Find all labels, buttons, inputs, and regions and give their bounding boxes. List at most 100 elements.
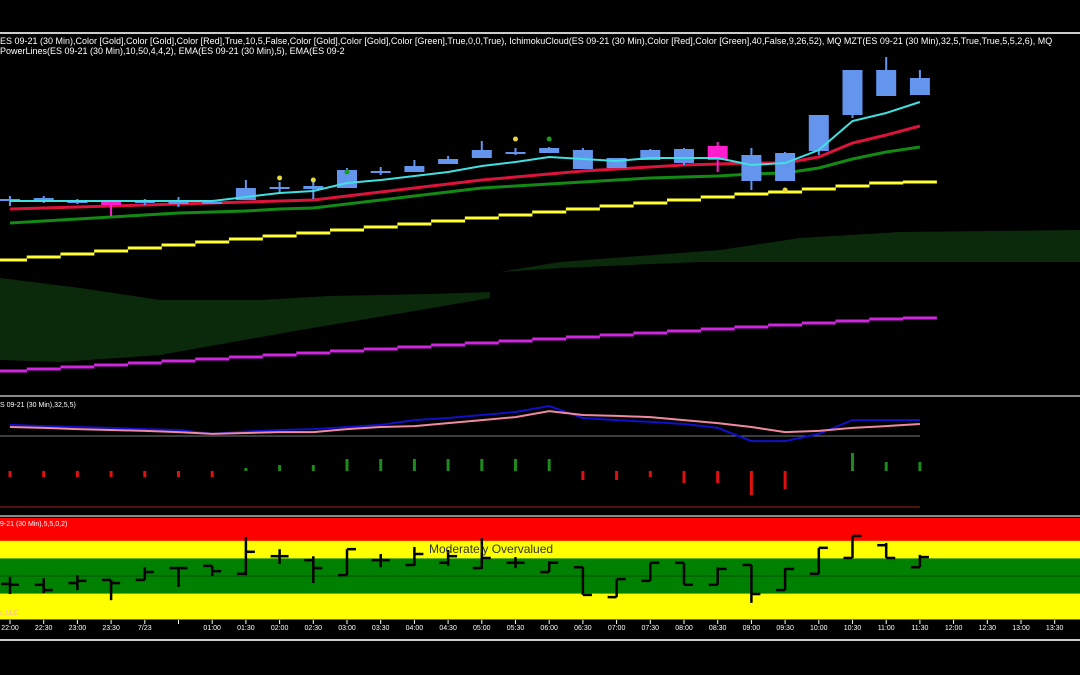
histogram-bar [716, 471, 720, 483]
candle-body [842, 70, 863, 115]
histogram-bar [514, 459, 517, 471]
x-tick-label: 09:30 [776, 625, 794, 632]
panel-divider [0, 639, 1080, 641]
candle-body [640, 150, 661, 160]
ema-fast-line [10, 101, 921, 202]
x-tick-label: 04:30 [439, 625, 457, 632]
histogram-bar [379, 459, 383, 471]
candle-body [775, 153, 796, 181]
x-tick-label: 01:30 [237, 625, 255, 632]
signal-dot [546, 136, 552, 142]
candle-body [505, 152, 526, 154]
oscillator-blue-line [9, 404, 920, 443]
histogram-bar [311, 465, 315, 471]
x-tick-label: 06:30 [574, 625, 592, 632]
histogram-bar [783, 471, 787, 489]
histogram-bar [177, 471, 180, 477]
x-tick-label: 09:00 [742, 625, 761, 632]
x-tick-label: 11:00 [877, 625, 895, 632]
panel-divider [0, 32, 1080, 34]
candle-body [471, 150, 492, 158]
candle-body [674, 149, 694, 163]
x-tick-label: 03:30 [371, 625, 390, 632]
histogram-bar [143, 471, 147, 477]
histogram-bar [615, 471, 619, 480]
histogram-bar [412, 459, 416, 471]
x-tick-label: 08:30 [708, 625, 727, 632]
x-tick-label: 13:30 [1045, 625, 1064, 632]
x-tick-label: 07:30 [641, 625, 660, 632]
histogram-bar [547, 459, 551, 471]
x-tick-label: 10:30 [843, 625, 862, 632]
candle-body [269, 187, 290, 189]
histogram-bar [851, 453, 854, 471]
candle-body [909, 78, 930, 95]
signal-dot [344, 169, 350, 175]
candle-body [303, 186, 324, 189]
panel-divider [0, 515, 1080, 517]
histogram-bar [884, 462, 888, 471]
ichimoku-cloud [500, 230, 1080, 272]
candle-body [808, 115, 829, 151]
x-tick-label: 23:00 [68, 625, 87, 632]
x-tick-label: 7/23 [137, 625, 152, 632]
candle-body [707, 146, 728, 160]
x-tick-label: 10:00 [810, 625, 828, 632]
x-tick-label: 03:00 [338, 625, 356, 632]
x-tick-label: 05:30 [506, 625, 525, 632]
candle-body [101, 202, 122, 205]
histogram-bar [210, 471, 214, 477]
x-tick-label: 07:00 [607, 625, 626, 632]
histogram-bar [278, 465, 282, 471]
histogram-bar [581, 471, 585, 480]
candle-body [202, 202, 223, 204]
candle-body [876, 70, 897, 96]
histogram-bar [109, 471, 113, 477]
signal-dot [277, 175, 283, 181]
value-chart-label: 9-21 (30 Min),5,5,0,2) [0, 521, 68, 528]
candle-body [539, 148, 560, 153]
histogram-bar [42, 471, 46, 477]
histogram-bar [749, 471, 753, 495]
histogram-bar [244, 468, 248, 471]
ichimoku-cloud [0, 278, 490, 362]
x-tick-label: 02:00 [270, 625, 289, 632]
x-tick-label: 01:00 [203, 625, 221, 632]
x-tick-label: 12:30 [978, 625, 997, 632]
histogram-bar [446, 459, 450, 471]
candle-body [168, 202, 189, 204]
histogram-bar [918, 462, 922, 471]
x-tick-label: 08:00 [675, 625, 693, 632]
valuation-zone-text: Moderately Overvalued [429, 542, 554, 556]
candle-body [741, 155, 762, 181]
x-tick-label: 11:30 [911, 625, 929, 632]
histogram-bar [75, 471, 79, 477]
x-tick-label: 02:30 [304, 625, 323, 632]
ema-green-line [9, 145, 921, 225]
candle-body [606, 158, 627, 168]
histogram-bar [8, 471, 12, 477]
copyright-text: r, LLC [0, 610, 19, 617]
x-tick-label: 05:00 [473, 625, 491, 632]
oscillator-label: S 09-21 (30 Min),32,5,5) [0, 402, 76, 409]
candle-body [404, 166, 425, 172]
x-tick-label: 22:00 [1, 625, 19, 632]
x-tick-label: 13:00 [1012, 625, 1030, 632]
indicator-header: ES 09-21 (30 Min),Color [Gold],Color [Go… [0, 36, 1053, 56]
candle-body [438, 159, 459, 164]
signal-dot [513, 136, 518, 142]
x-tick-label: 23:30 [102, 625, 120, 632]
x-tick-label: 22:30 [34, 625, 53, 632]
x-tick-label: 06:00 [540, 625, 558, 632]
x-tick-label: 04:00 [405, 625, 424, 632]
candle-body [370, 171, 391, 173]
x-tick-label: 12:00 [944, 625, 963, 632]
oscillator-pink-line [9, 410, 920, 435]
panel-divider [0, 395, 1080, 397]
histogram-bar [682, 471, 686, 483]
histogram-bar [648, 471, 652, 477]
histogram-bar [480, 459, 484, 471]
signal-dot [310, 177, 316, 183]
histogram-bar [345, 459, 349, 471]
